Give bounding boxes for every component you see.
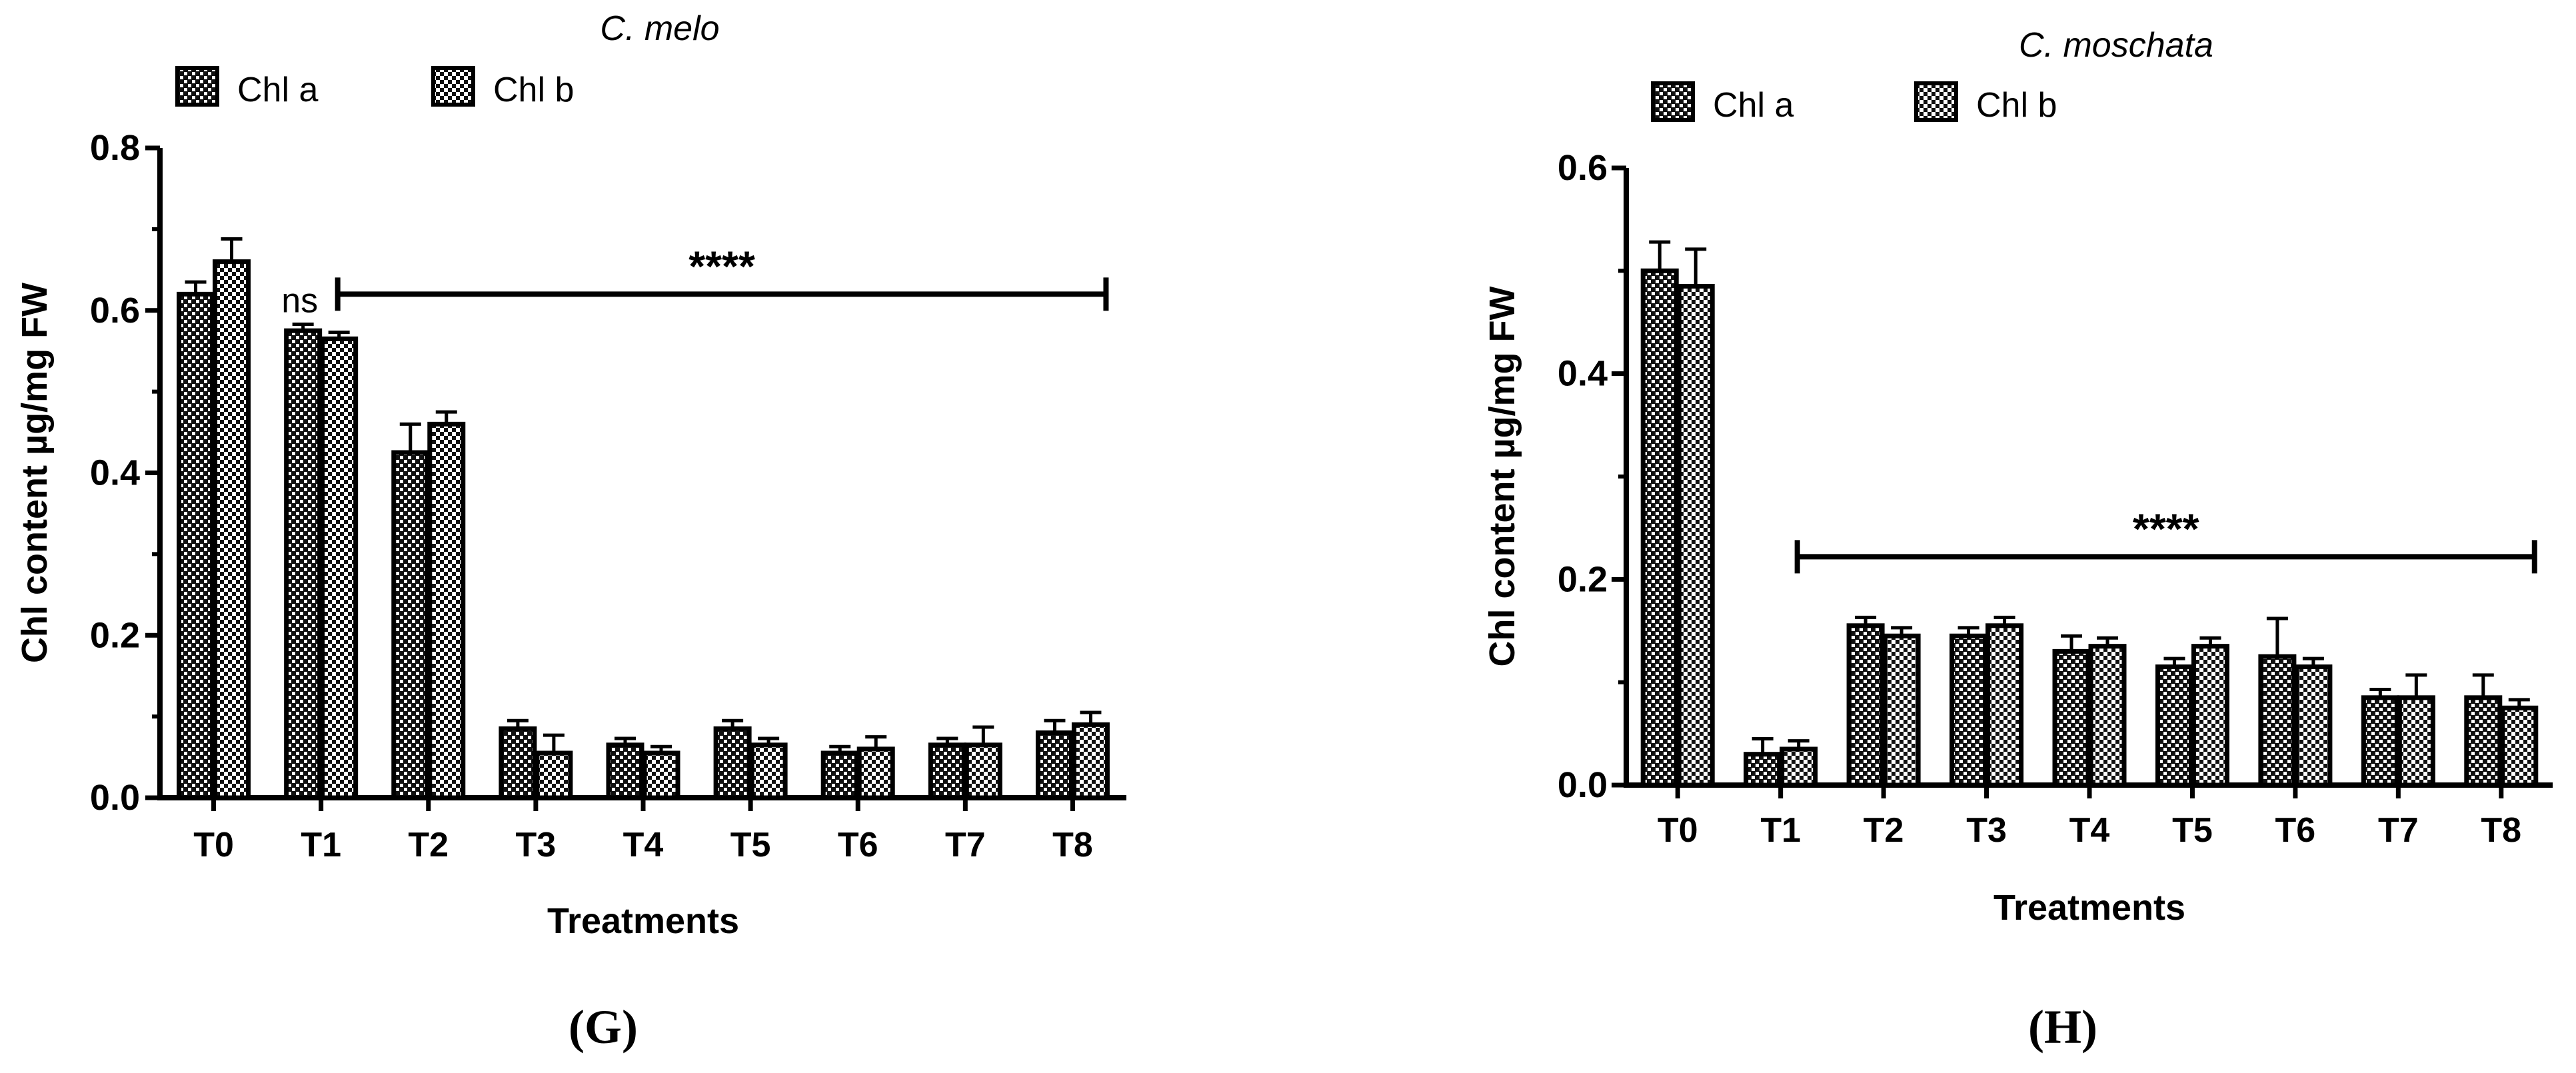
bar-chl-b-T7 xyxy=(2397,695,2435,788)
y-tick-label: 0.8 xyxy=(90,128,140,168)
bar-chl-a-T0 xyxy=(177,291,215,800)
x-tick-label: T1 xyxy=(1760,811,1801,850)
chart-title: C. moschata xyxy=(2019,26,2213,65)
x-tick-label: T3 xyxy=(516,826,557,864)
legend-swatch-0 xyxy=(1651,81,1695,122)
bar-chl-b-T5 xyxy=(2191,644,2229,788)
bar-chl-a-T5 xyxy=(2155,664,2193,788)
bar-chl-b-T4 xyxy=(642,750,680,800)
x-tick-label: T2 xyxy=(1864,811,1904,850)
y-tick-label: 0.2 xyxy=(1558,559,1608,599)
significance-label: **** xyxy=(688,242,755,290)
bar-chl-a-T8 xyxy=(1035,730,1074,800)
y-tick-label: 0.0 xyxy=(1558,765,1608,805)
bar-chl-a-T7 xyxy=(928,742,966,800)
bar-chl-a-T2 xyxy=(1846,623,1885,788)
y-tick-label: 0.0 xyxy=(90,778,140,818)
x-tick-label: T5 xyxy=(730,826,771,864)
x-tick-label: T0 xyxy=(193,826,234,864)
bar-chl-a-T4 xyxy=(606,742,644,800)
bar-chl-b-T2 xyxy=(1882,633,1921,788)
bar-chl-b-T0 xyxy=(1676,283,1715,788)
bar-chl-b-T3 xyxy=(1985,623,2024,788)
bar-chl-b-T6 xyxy=(2294,664,2333,788)
bar-chl-b-T5 xyxy=(749,742,788,800)
bar-chl-b-T4 xyxy=(2088,644,2127,788)
legend-swatch-1 xyxy=(431,66,475,107)
x-tick-label: T8 xyxy=(2481,811,2521,850)
legend-label-0: Chl a xyxy=(1713,86,1794,125)
bar-chl-a-T8 xyxy=(2464,695,2503,788)
legend-swatch-1 xyxy=(1914,81,1958,122)
y-tick-label: 0.4 xyxy=(1558,354,1608,394)
y-tick-label: 0.6 xyxy=(90,291,140,331)
chart-title: C. melo xyxy=(600,9,719,48)
significance-label: **** xyxy=(2133,505,2199,552)
bar-chl-b-T0 xyxy=(213,259,251,800)
bar-chl-b-T6 xyxy=(856,746,895,800)
x-tick-label: T8 xyxy=(1052,826,1093,864)
x-tick-label: T0 xyxy=(1658,811,1698,850)
bar-chl-a-T1 xyxy=(284,328,323,800)
bar-chl-a-T3 xyxy=(499,726,537,800)
legend-label-0: Chl a xyxy=(237,71,318,109)
bar-chl-b-T3 xyxy=(535,750,573,800)
x-tick-label: T1 xyxy=(301,826,341,864)
x-tick-label: T2 xyxy=(408,826,449,864)
x-tick-label: T6 xyxy=(838,826,878,864)
panel-label: (H) xyxy=(2028,1000,2097,1054)
chart-panel-h: C. moschata Chl a Chl b 0.0 0.2 0.4 0.6 Chl con… xyxy=(1482,26,2553,1054)
x-tick-label: T5 xyxy=(2172,811,2213,850)
y-axis-label: Chl content µg/mg FW xyxy=(15,283,55,663)
x-tick-label: T4 xyxy=(2069,811,2110,850)
bar-chl-b-T7 xyxy=(964,742,1002,800)
legend-label-1: Chl b xyxy=(1976,86,2057,125)
bar-chl-a-T6 xyxy=(820,750,859,800)
x-tick-label: T3 xyxy=(1966,811,2007,850)
ns-label: ns xyxy=(281,281,318,320)
x-tick-label: T7 xyxy=(945,826,986,864)
bar-chl-a-T5 xyxy=(713,726,752,800)
chart-panel-g: C. melo Chl a Chl b 0.0 0.2 0.4 0.6 0.8 Chl cont… xyxy=(15,9,1126,1054)
y-tick-label: 0.2 xyxy=(90,615,140,655)
x-axis-label: Treatments xyxy=(1993,888,2185,928)
bar-chl-b-T8 xyxy=(1071,722,1110,800)
panel-label: (G) xyxy=(569,1000,638,1054)
x-tick-label: T4 xyxy=(623,826,664,864)
y-tick-label: 0.4 xyxy=(90,453,140,493)
bar-chl-b-T8 xyxy=(2500,705,2539,788)
y-tick-label: 0.6 xyxy=(1558,148,1608,188)
bar-chl-a-T1 xyxy=(1744,752,1782,788)
legend-swatch-0 xyxy=(175,66,219,107)
bar-chl-b-T1 xyxy=(1780,746,1818,788)
bar-chl-a-T7 xyxy=(2361,695,2399,788)
x-tick-label: T6 xyxy=(2275,811,2316,850)
bar-chl-a-T3 xyxy=(1949,633,1988,788)
legend-label-1: Chl b xyxy=(493,71,574,109)
bar-chl-b-T2 xyxy=(427,421,466,800)
bar-chl-a-T6 xyxy=(2258,654,2297,788)
bar-chl-a-T4 xyxy=(2052,648,2091,788)
y-axis-label: Chl content µg/mg FW xyxy=(1482,286,1522,666)
bar-chl-a-T2 xyxy=(391,450,430,800)
bar-chl-b-T1 xyxy=(320,336,359,800)
bar-chl-a-T0 xyxy=(1640,268,1679,788)
x-axis-label: Treatments xyxy=(547,901,739,941)
x-tick-label: T7 xyxy=(2378,811,2419,850)
